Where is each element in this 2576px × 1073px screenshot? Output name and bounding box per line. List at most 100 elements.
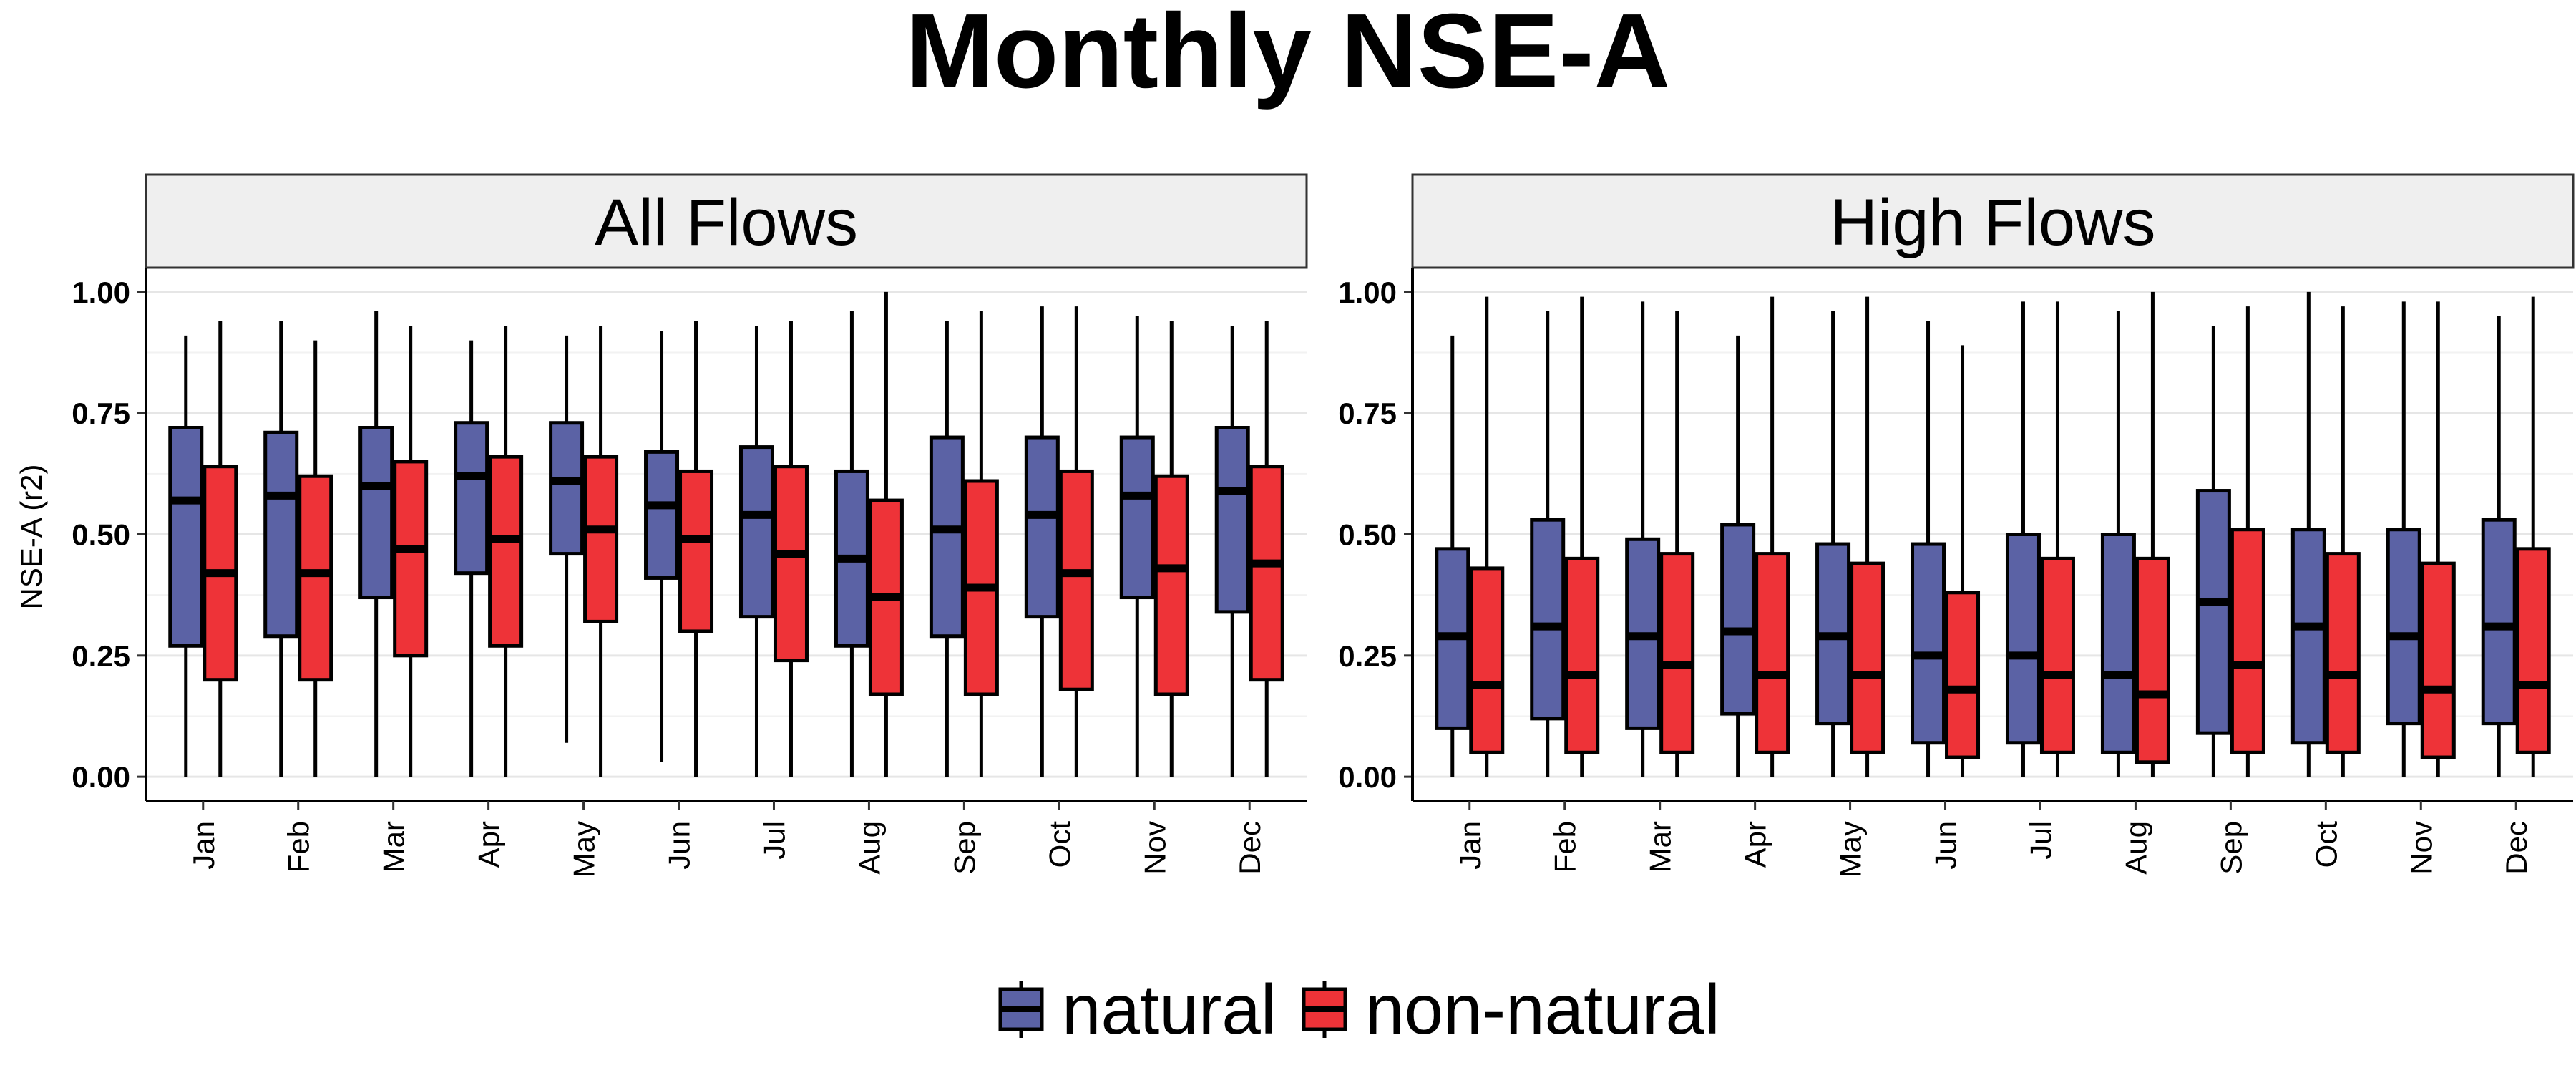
box-iqr	[1249, 465, 1284, 682]
box-natural-feb	[263, 321, 299, 777]
series-natural	[1435, 291, 2517, 777]
x-tick-label: Jan	[1453, 821, 1487, 870]
box-non-natural-oct	[1058, 306, 1094, 777]
box-iqr	[1119, 435, 1155, 600]
box-iqr	[2100, 533, 2136, 754]
box-natural-oct	[1024, 306, 1060, 777]
x-tick-label: Feb	[1548, 821, 1582, 873]
box-iqr	[168, 426, 204, 648]
y-tick-label: 0.75	[72, 397, 130, 430]
box-iqr	[1530, 518, 1566, 721]
y-tick-label: 0.75	[1338, 397, 1397, 430]
box-natural-mar	[1625, 301, 1661, 777]
box-non-natural-jan	[1469, 296, 1505, 777]
facet-strip	[145, 173, 1308, 269]
box-natural-nov	[2386, 301, 2421, 777]
x-tick-label: Feb	[282, 821, 316, 873]
box-natural-jun	[644, 331, 680, 762]
box-iqr	[2195, 489, 2231, 735]
box-iqr	[1024, 435, 1060, 619]
chart-title: Monthly NSE-A	[906, 0, 1671, 110]
x-tick-label: Sep	[2214, 821, 2248, 875]
box-iqr	[1911, 542, 1946, 745]
box-iqr	[1659, 552, 1695, 754]
x-tick-label: Apr	[1739, 821, 1772, 868]
x-tick-label: Mar	[1644, 821, 1677, 873]
box-non-natural-sep	[963, 311, 999, 777]
box-iqr	[1564, 556, 1600, 754]
box-non-natural-jul	[773, 321, 809, 777]
box-non-natural-nov	[1153, 321, 1189, 777]
box-non-natural-jan	[203, 321, 238, 777]
x-tick-label: Jun	[1929, 821, 1963, 870]
legend: natural non-natural	[998, 970, 1720, 1049]
box-iqr	[583, 455, 619, 623]
box-iqr	[2135, 556, 2170, 764]
box-iqr	[1850, 561, 1885, 754]
legend-item-non-natural: non-natural	[1302, 970, 1720, 1049]
box-non-natural-aug	[868, 291, 904, 777]
legend-label: natural	[1062, 970, 1277, 1049]
box-non-natural-mar	[1659, 311, 1695, 777]
box-iqr	[678, 469, 714, 633]
box-natural-apr	[454, 340, 489, 777]
box-iqr	[2005, 533, 2041, 745]
box-natural-dec	[1214, 326, 1250, 777]
box-non-natural-sep	[2230, 306, 2265, 777]
box-natural-oct	[2290, 291, 2326, 777]
x-tick-label: Oct	[2309, 821, 2343, 868]
box-non-natural-nov	[2420, 301, 2456, 777]
box-natural-jul	[2005, 301, 2041, 777]
x-tick-label: Apr	[472, 821, 506, 868]
box-iqr	[2230, 528, 2265, 754]
box-natural-aug	[834, 311, 869, 777]
box-natural-nov	[1119, 316, 1155, 777]
box-iqr	[298, 474, 333, 682]
box-natural-mar	[358, 311, 394, 777]
box-non-natural-mar	[393, 326, 429, 777]
series-non-natural	[1469, 291, 2551, 777]
box-iqr	[1153, 474, 1189, 696]
x-tick-label: Jul	[757, 821, 791, 860]
x-tick-label: Nov	[1138, 821, 1171, 875]
box-iqr	[2325, 552, 2361, 754]
y-axis-label: NSE-A (r2)	[14, 464, 48, 609]
box-natural-jan	[168, 335, 204, 777]
box-iqr	[454, 421, 489, 576]
box-non-natural-aug	[2135, 291, 2170, 777]
x-tick-label: Nov	[2404, 821, 2438, 875]
facet-label: All Flows	[595, 186, 858, 259]
box-iqr	[488, 455, 524, 648]
box-natural-jul	[738, 326, 774, 777]
series-natural	[168, 306, 1250, 777]
x-tick-label: Jun	[663, 821, 696, 870]
box-iqr	[1945, 591, 1981, 759]
box-iqr	[549, 421, 585, 556]
box-non-natural-dec	[1249, 321, 1284, 777]
legend-item-natural: natural	[998, 970, 1277, 1049]
box-non-natural-apr	[488, 326, 524, 777]
box-natural-apr	[1720, 335, 1756, 777]
box-non-natural-jun	[1945, 345, 1981, 777]
box-non-natural-apr	[1755, 296, 1790, 777]
box-non-natural-dec	[2515, 296, 2551, 777]
x-tick-label: Dec	[2499, 821, 2533, 875]
y-tick-label: 0.00	[1338, 760, 1397, 794]
box-iqr	[1058, 469, 1094, 691]
x-tick-label: Jan	[187, 821, 220, 870]
box-iqr	[773, 465, 809, 663]
x-tick-label: Mar	[377, 821, 411, 873]
y-tick-label: 0.00	[72, 760, 130, 794]
y-tick-label: 0.25	[72, 639, 130, 673]
legend-label: non-natural	[1365, 970, 1720, 1049]
box-natural-may	[549, 335, 585, 743]
box-natural-feb	[1530, 311, 1566, 777]
box-iqr	[644, 450, 680, 580]
box-iqr	[263, 430, 299, 639]
x-tick-label: Oct	[1043, 821, 1076, 868]
box-non-natural-may	[1850, 296, 1885, 777]
y-tick-label: 1.00	[72, 276, 130, 309]
box-non-natural-feb	[1564, 296, 1600, 777]
box-natural-sep	[2195, 326, 2231, 777]
